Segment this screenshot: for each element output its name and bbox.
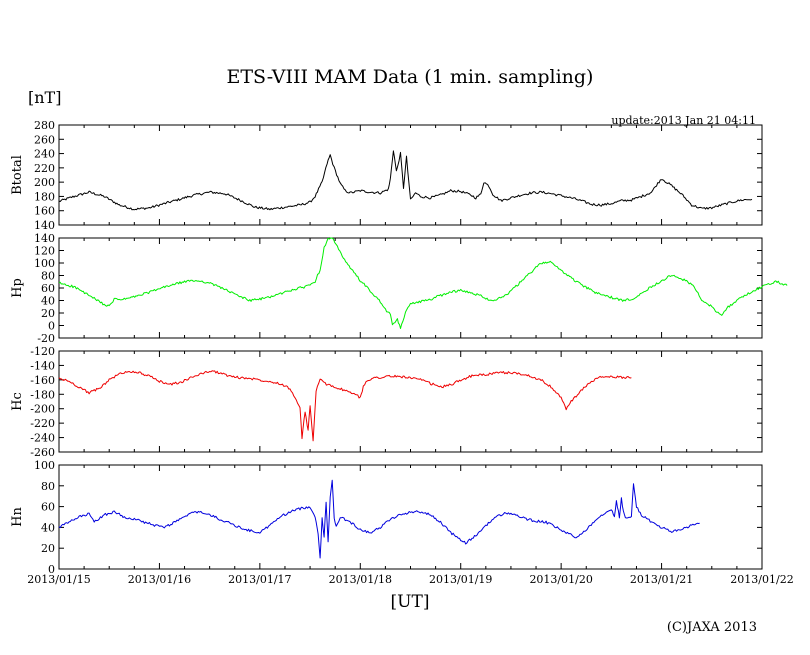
- y-tick-label-Hn: 80: [41, 480, 55, 493]
- y-tick-label-Hp: 140: [34, 232, 55, 245]
- panel-label-Hn: Hn: [10, 507, 25, 527]
- y-tick-label-Btotal: 220: [34, 162, 55, 175]
- y-tick-label-Hp: 80: [41, 270, 55, 283]
- y-tick-label-Hp: 0: [48, 320, 55, 333]
- x-tick-label: 2013/01/22: [730, 573, 793, 586]
- y-tick-label-Hc: -220: [30, 417, 55, 430]
- y-tick-label-Hc: -180: [30, 388, 55, 401]
- y-unit-label: [nT]: [28, 88, 62, 107]
- panel-frame-Hn: [58, 464, 763, 570]
- x-tick-label: 2013/01/15: [27, 573, 90, 586]
- series-line-Hn: [58, 479, 700, 559]
- series-line-Hc: [58, 370, 632, 442]
- y-tick-label-Btotal: 240: [34, 148, 55, 161]
- y-tick-label-Btotal: 260: [34, 133, 55, 146]
- y-tick-label-Hp: 40: [41, 295, 55, 308]
- copyright-text: (C)JAXA 2013: [666, 620, 757, 635]
- y-tick-label-Btotal: 280: [34, 119, 55, 132]
- y-tick-label-Btotal: 160: [34, 205, 55, 218]
- y-tick-label-Hc: -120: [30, 345, 55, 358]
- x-tick-label: 2013/01/17: [228, 573, 291, 586]
- y-tick-label-Hc: -260: [30, 446, 55, 459]
- y-tick-label-Hp: 100: [34, 257, 55, 270]
- series-line-Btotal: [58, 150, 753, 211]
- y-tick-label-Hp: 60: [41, 282, 55, 295]
- y-tick-label-Btotal: 180: [34, 190, 55, 203]
- panel-frame-Btotal: [58, 124, 763, 226]
- y-tick-label-Hn: 60: [41, 501, 55, 514]
- panel-label-Btotal: Btotal: [10, 155, 25, 195]
- panel-frame-Hp: [58, 237, 763, 339]
- panel-label-Hc: Hc: [10, 392, 25, 411]
- y-tick-label-Hn: 20: [41, 542, 55, 555]
- y-tick-label-Btotal: 200: [34, 176, 55, 189]
- y-tick-label-Hn: 100: [34, 459, 55, 472]
- x-tick-label: 2013/01/21: [630, 573, 693, 586]
- x-axis-label: [UT]: [390, 592, 430, 612]
- x-tick-label: 2013/01/20: [529, 573, 592, 586]
- y-tick-label-Hp: 120: [34, 245, 55, 258]
- y-tick-label-Hc: -140: [30, 359, 55, 372]
- y-tick-label-Hn: 0: [48, 563, 55, 576]
- x-tick-label: 2013/01/16: [128, 573, 191, 586]
- x-tick-label: 2013/01/19: [429, 573, 492, 586]
- panel-frame-Hc: [58, 350, 763, 453]
- y-tick-label-Hc: -160: [30, 374, 55, 387]
- y-tick-label-Hp: -20: [37, 332, 55, 345]
- y-tick-label-Hp: 20: [41, 307, 55, 320]
- x-tick-label: 2013/01/18: [329, 573, 392, 586]
- y-tick-label-Btotal: 140: [34, 219, 55, 232]
- y-tick-label-Hc: -240: [30, 432, 55, 445]
- panel-label-Hp: Hp: [10, 278, 25, 298]
- y-tick-label-Hn: 40: [41, 521, 55, 534]
- series-line-Hp: [58, 237, 788, 329]
- chart-title: ETS-VIII MAM Data (1 min. sampling): [226, 66, 594, 88]
- y-tick-label-Hc: -200: [30, 403, 55, 416]
- update-timestamp: update:2013 Jan 21 04:11: [611, 114, 756, 127]
